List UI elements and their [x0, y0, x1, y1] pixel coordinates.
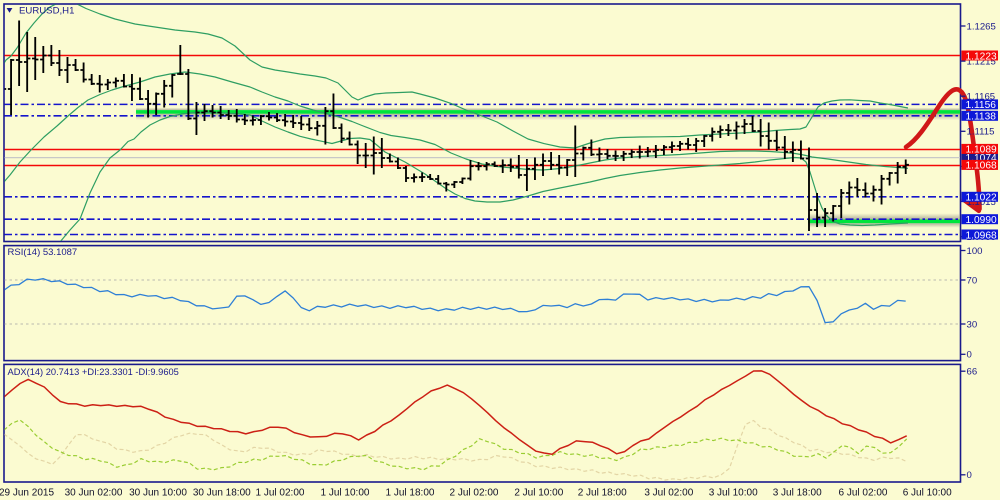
svg-text:1.1265: 1.1265 — [967, 21, 996, 32]
svg-text:1 Jul 18:00: 1 Jul 18:00 — [386, 488, 435, 499]
svg-text:30 Jun 18:00: 30 Jun 18:00 — [193, 488, 251, 499]
svg-text:ADX(14) 20.7413 +DI:23.3301 -D: ADX(14) 20.7413 +DI:23.3301 -DI:9.9605 — [8, 367, 179, 377]
svg-text:2 Jul 10:00: 2 Jul 10:00 — [514, 488, 563, 499]
svg-text:70: 70 — [967, 275, 978, 286]
svg-text:RSI(14) 53.1087: RSI(14) 53.1087 — [8, 247, 78, 258]
svg-text:1.0968: 1.0968 — [966, 230, 997, 241]
svg-text:1.1215: 1.1215 — [967, 57, 996, 68]
svg-text:1.1115: 1.1115 — [967, 127, 995, 138]
svg-text:30: 30 — [967, 319, 978, 330]
svg-text:2 Jul 18:00: 2 Jul 18:00 — [578, 488, 627, 499]
svg-text:30 Jun 10:00: 30 Jun 10:00 — [129, 488, 187, 499]
svg-text:1.1068: 1.1068 — [966, 161, 997, 172]
svg-text:30 Jun 02:00: 30 Jun 02:00 — [65, 488, 123, 499]
svg-text:1.1089: 1.1089 — [966, 145, 997, 156]
svg-text:1 Jul 10:00: 1 Jul 10:00 — [321, 488, 370, 499]
svg-text:0: 0 — [967, 350, 972, 361]
svg-text:EURUSD,H1: EURUSD,H1 — [19, 5, 74, 16]
svg-text:1.1022: 1.1022 — [966, 193, 997, 204]
svg-text:100: 100 — [967, 246, 983, 257]
svg-text:1.1156: 1.1156 — [966, 100, 997, 111]
svg-text:1.1223: 1.1223 — [966, 51, 997, 62]
svg-text:1.0990: 1.0990 — [966, 215, 997, 226]
svg-text:6 Jul 10:00: 6 Jul 10:00 — [903, 488, 952, 499]
svg-text:2 Jul 02:00: 2 Jul 02:00 — [450, 488, 499, 499]
svg-text:66: 66 — [967, 367, 978, 378]
svg-text:1.1074: 1.1074 — [966, 153, 997, 164]
svg-text:0: 0 — [967, 470, 972, 481]
svg-text:29 Jun 2015: 29 Jun 2015 — [0, 488, 54, 499]
svg-text:3 Jul 18:00: 3 Jul 18:00 — [773, 488, 822, 499]
svg-text:1.1165: 1.1165 — [967, 92, 996, 103]
svg-text:6 Jul 02:00: 6 Jul 02:00 — [839, 488, 888, 499]
svg-text:1 Jul 02:00: 1 Jul 02:00 — [256, 488, 305, 499]
svg-text:1.1138: 1.1138 — [966, 112, 997, 123]
svg-text:1.1015: 1.1015 — [967, 197, 996, 208]
svg-text:3 Jul 02:00: 3 Jul 02:00 — [644, 488, 693, 499]
svg-text:3 Jul 10:00: 3 Jul 10:00 — [709, 488, 758, 499]
